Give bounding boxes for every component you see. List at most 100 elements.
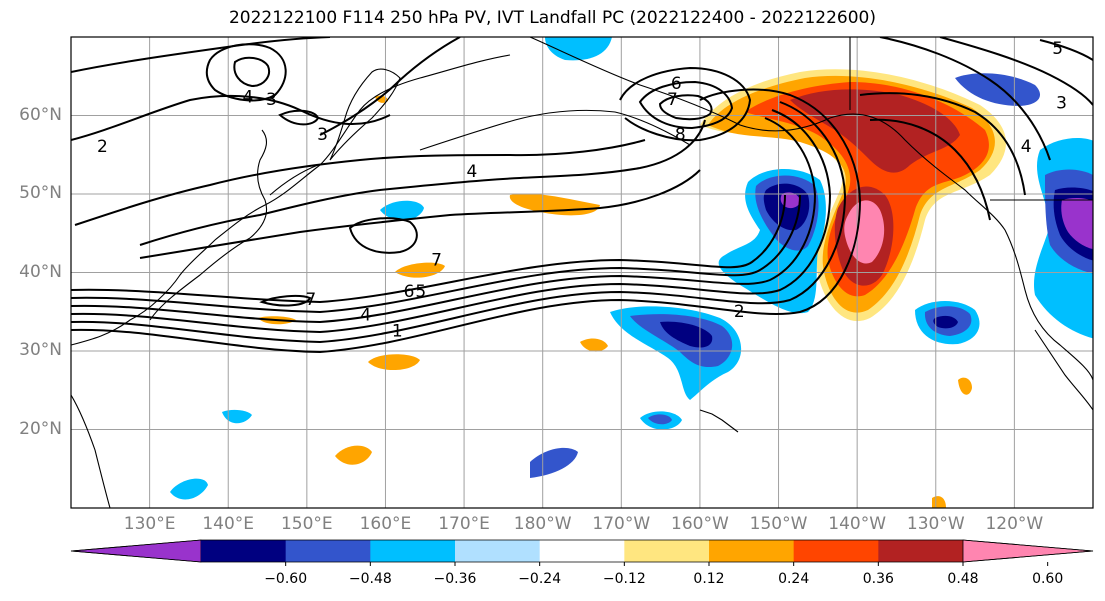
- longitude-label: 170°E: [438, 514, 490, 534]
- small-positive-7: [958, 377, 972, 395]
- contour-label: 6: [404, 282, 415, 302]
- contour-7-upper: [139, 119, 706, 246]
- philippines: [71, 394, 111, 508]
- colorbar-tick-label: −0.24: [518, 571, 562, 587]
- contour-small-ring: [278, 109, 320, 126]
- latitude-label: 20°N: [19, 418, 62, 439]
- hawaii-islands: [699, 409, 739, 433]
- alaska-coast: [529, 37, 1093, 381]
- small-positive-9: [375, 95, 388, 103]
- small-negative-5: [170, 478, 208, 500]
- contour-label: 4: [242, 87, 253, 107]
- contour-label: 3: [1056, 94, 1067, 114]
- contour-label: 2: [97, 137, 108, 157]
- latitude-label: 40°N: [19, 261, 62, 282]
- contour-east-2: [939, 37, 1093, 106]
- colorbar-tick-label: −0.60: [264, 571, 308, 587]
- contour-label: 2: [734, 302, 745, 322]
- contour-gulf-3: [658, 94, 713, 121]
- contour-label: 7: [305, 290, 316, 310]
- small-negative-2b: [648, 414, 672, 425]
- colorbar-segment: [539, 540, 625, 562]
- small-negative-4: [222, 409, 252, 424]
- japan-coast: [149, 129, 268, 321]
- colorbar-tick-label: −0.48: [348, 571, 392, 587]
- colorbar-segment: [709, 540, 795, 562]
- negative-anomaly-c-dark: [933, 315, 958, 329]
- small-positive-2: [395, 262, 445, 278]
- contour-1: [71, 88, 862, 354]
- colorbar-tick-label: −0.12: [602, 571, 646, 587]
- contour-label: 7: [431, 251, 442, 271]
- contour-east-4: [859, 92, 1026, 196]
- colorbar-tick-label: 0.24: [778, 571, 810, 587]
- contour-label: 1: [392, 321, 403, 341]
- contour-label: 5: [415, 282, 426, 302]
- colorbar-segment: [878, 540, 964, 562]
- contour-label: 6: [671, 74, 682, 94]
- contour-label: 5: [1052, 39, 1063, 59]
- small-positive-3: [368, 354, 420, 371]
- contour-12-north: [319, 37, 461, 136]
- longitude-label: 170°W: [592, 514, 651, 534]
- contour-label: 4: [1021, 137, 1032, 157]
- contour-10-north: [71, 37, 331, 73]
- contour-label: 4: [467, 162, 478, 182]
- negative-anomaly-f: [545, 37, 612, 61]
- longitude-label: 150°W: [749, 514, 808, 534]
- contour-east-5: [869, 118, 991, 221]
- map-frame: [70, 36, 1094, 509]
- contour-label: 3: [266, 90, 277, 110]
- colorbar-segment: [201, 540, 287, 562]
- aleutian-islands: [419, 109, 691, 151]
- contour-6: [71, 194, 786, 304]
- negative-anomaly-d-core: [1061, 197, 1093, 250]
- contour-low-west: [205, 43, 287, 102]
- contour-label: 4: [360, 306, 371, 326]
- small-positive-6: [335, 445, 372, 465]
- longitude-label: 140°W: [828, 514, 887, 534]
- colorbar-outline: [70, 539, 1094, 563]
- negative-anomaly-e: [955, 73, 1040, 106]
- pv-contours: [71, 37, 1093, 354]
- contour-label: 8: [675, 125, 686, 145]
- longitude-label: 160°E: [359, 514, 412, 534]
- contour-3: [71, 109, 832, 334]
- colorbar-extend-high: [962, 539, 1094, 563]
- colorbar-tick-label: −0.36: [433, 571, 477, 587]
- small-positive-4: [580, 338, 608, 352]
- coastlines: [71, 37, 1093, 508]
- longitude-label: 150°E: [280, 514, 333, 534]
- small-negative-3: [530, 447, 578, 478]
- contour-label: 7: [667, 90, 678, 110]
- contour-closed-7: [348, 217, 418, 254]
- longitude-label: 130°E: [123, 514, 176, 534]
- longitude-label: 160°W: [671, 514, 729, 534]
- colorbar-segment: [370, 540, 456, 562]
- contour-2: [71, 101, 847, 344]
- longitude-label: 180°W: [513, 514, 572, 534]
- colorbar: [70, 539, 1094, 566]
- asia-coast: [71, 54, 511, 346]
- colorbar-segment: [285, 540, 371, 562]
- contour-4: [71, 117, 817, 324]
- colorbar-extend-low: [70, 539, 202, 563]
- colorbar-segment: [455, 540, 541, 562]
- contour-closed-7b: [259, 294, 312, 307]
- colorbar-segment: [793, 540, 879, 562]
- baja-coast: [1034, 329, 1093, 411]
- contour-8-upper: [139, 169, 701, 259]
- colorbar-tick-label: 0.36: [862, 571, 894, 587]
- longitude-label: 120°W: [985, 514, 1044, 534]
- contour-9-upper: [74, 139, 646, 226]
- colorbar-tick-label: 0.12: [693, 571, 725, 587]
- contour-label: 3: [317, 125, 328, 145]
- longitude-label: 140°E: [202, 514, 255, 534]
- map-title: 2022122100 F114 250 hPa PV, IVT Landfall…: [228, 8, 876, 28]
- negative-anomaly-b-dark: [660, 321, 713, 348]
- contour-5: [71, 194, 801, 314]
- contour-east-1: [879, 37, 1051, 161]
- latitude-label: 30°N: [19, 340, 62, 360]
